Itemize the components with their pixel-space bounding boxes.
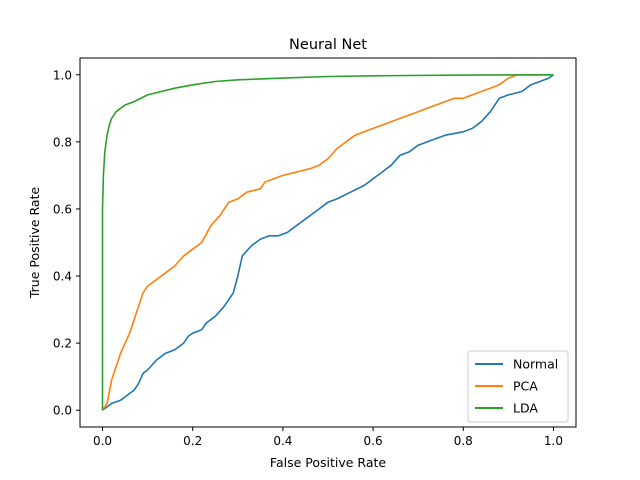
plot-frame	[79, 57, 577, 428]
x-axis-label: False Positive Rate	[270, 455, 386, 470]
series-line-pca	[101, 74, 554, 411]
x-tick-label: 0.2	[183, 434, 202, 448]
y-tick-label: 0.4	[53, 270, 72, 284]
x-tick-label: 0.0	[93, 434, 112, 448]
x-axis-ticks: 0.0 0.2 0.4 0.6 0.8 1.0	[93, 427, 563, 448]
series-line-lda	[101, 74, 554, 411]
y-tick-label: 0.6	[53, 202, 72, 216]
x-tick-label: 0.6	[364, 434, 383, 448]
legend-label-normal: Normal	[513, 357, 558, 372]
y-tick-label: 0.0	[53, 404, 72, 418]
legend-box	[467, 350, 569, 423]
y-tick-label: 1.0	[53, 68, 72, 82]
legend-label-lda: LDA	[513, 401, 538, 416]
x-tick-label: 0.8	[454, 434, 473, 448]
y-axis-ticks: 0.0 0.2 0.4 0.6 0.8 1.0	[53, 68, 80, 418]
x-tick-label: 1.0	[544, 434, 563, 448]
series-line-normal	[102, 74, 554, 411]
chart-title: Neural Net	[289, 37, 367, 53]
y-axis-label: True Positive Rate	[27, 187, 42, 300]
legend-label-pca: PCA	[513, 379, 538, 394]
y-tick-label: 0.2	[53, 337, 72, 351]
y-tick-label: 0.8	[53, 135, 72, 149]
x-tick-label: 0.4	[273, 434, 292, 448]
series-layer	[101, 74, 554, 411]
legend: Normal PCA LDA	[467, 350, 569, 423]
